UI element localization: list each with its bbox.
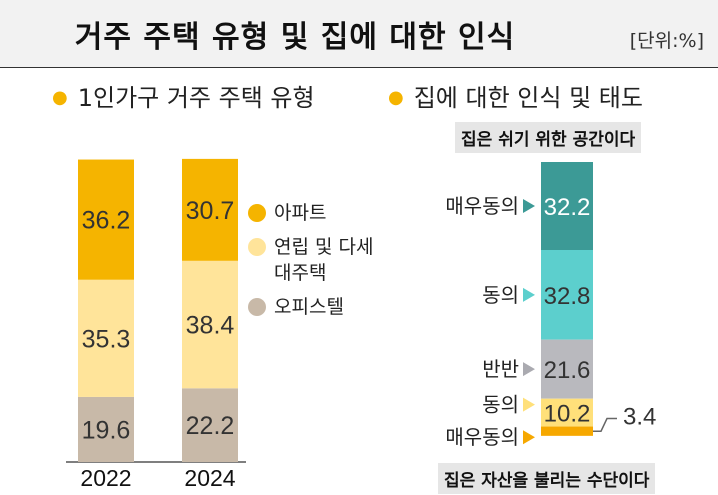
leader-line [593,417,617,432]
unit-label: [단위:%] [629,30,704,52]
legend-item-villa: 연립 및 다세대주택 [248,234,384,286]
legend-label-apartment: 아파트 [274,202,327,224]
bar-segment [541,162,593,251]
bar-segment [78,159,134,280]
category-label: 매우동의 [445,194,519,218]
top-statement: 집은 쉬기 위한 공간이다 [455,122,642,153]
bullet-dot-icon: ● [52,87,68,108]
bar-segment [182,158,238,261]
legend-item-officetel: 오피스텔 [248,294,384,320]
x-tick-label: 2022 [80,465,131,491]
legend-label-officetel: 오피스텔 [274,296,344,318]
chart-title: 거주 주택 유형 및 집에 대한 인식 [74,20,516,55]
bottom-statement: 집은 자산을 불리는 수단이다 [438,463,656,494]
legend-swatch-apartment [248,204,266,222]
category-label: 동의 [482,283,519,307]
bar-value-label: 38.4 [186,312,235,340]
category-label: 동의 [482,393,519,417]
bar-segment [541,339,593,399]
bar-segment [78,396,134,462]
bar-value-label: 3.4 [623,404,656,431]
left-section-title: ● 1인가구 거주 주택 유형 [52,78,315,113]
bar-value-label: 21.6 [544,357,591,384]
legend: 아파트 연립 및 다세대주택 오피스텔 [248,200,384,328]
category-label: 반반 [482,357,519,381]
legend-swatch-villa [248,238,266,256]
bar-segment [78,279,134,397]
bullet-dot-icon: ● [388,87,404,108]
bar-value-label: 32.8 [544,283,591,310]
bar-segment [182,388,238,462]
pointer-arrow-icon [523,430,535,445]
legend-label-villa: 연립 및 다세대주택 [274,236,374,284]
bar-segment [541,398,593,427]
bar-segment [541,250,593,340]
pointer-arrow-icon [523,199,535,214]
bar-segment [182,260,238,389]
left-section-title-text: 1인가구 거주 주택 유형 [77,84,315,112]
bar-value-label: 19.6 [82,416,131,444]
bar-value-label: 30.7 [186,197,235,225]
right-section-title-text: 집에 대한 인식 및 태도 [413,84,643,112]
x-tick-label: 2024 [184,465,235,491]
pointer-arrow-icon [523,397,535,412]
pointer-arrow-icon [523,362,535,377]
bar-value-label: 32.2 [544,194,591,221]
legend-swatch-officetel [248,298,266,316]
pointer-arrow-icon [523,287,535,302]
bar-segment [541,426,593,436]
legend-item-apartment: 아파트 [248,200,384,226]
bar-value-label: 35.3 [82,325,131,353]
bar-value-label: 22.2 [186,412,235,440]
bar-value-label: 36.2 [82,207,131,235]
bar-value-label: 10.2 [544,401,591,428]
header-bar: 거주 주택 유형 및 집에 대한 인식 [단위:%] [0,0,718,68]
category-label: 매우동의 [445,425,519,449]
right-section-title: ● 집에 대한 인식 및 태도 [388,78,643,113]
